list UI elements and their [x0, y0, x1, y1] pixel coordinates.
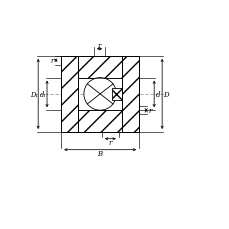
Bar [61, 57, 139, 132]
Text: r: r [147, 107, 151, 115]
Text: D: D [163, 90, 168, 98]
Text: r: r [108, 138, 112, 146]
Text: d: d [155, 90, 159, 98]
Bar [61, 57, 78, 132]
Text: D₁: D₁ [30, 90, 38, 98]
Circle shape [84, 78, 116, 111]
Bar [111, 88, 122, 101]
Bar [78, 57, 122, 78]
Text: r: r [50, 57, 54, 65]
Text: d₁: d₁ [40, 90, 47, 98]
Text: r: r [97, 42, 101, 50]
Bar [78, 111, 122, 132]
Bar [122, 57, 139, 132]
Text: B: B [97, 149, 102, 157]
